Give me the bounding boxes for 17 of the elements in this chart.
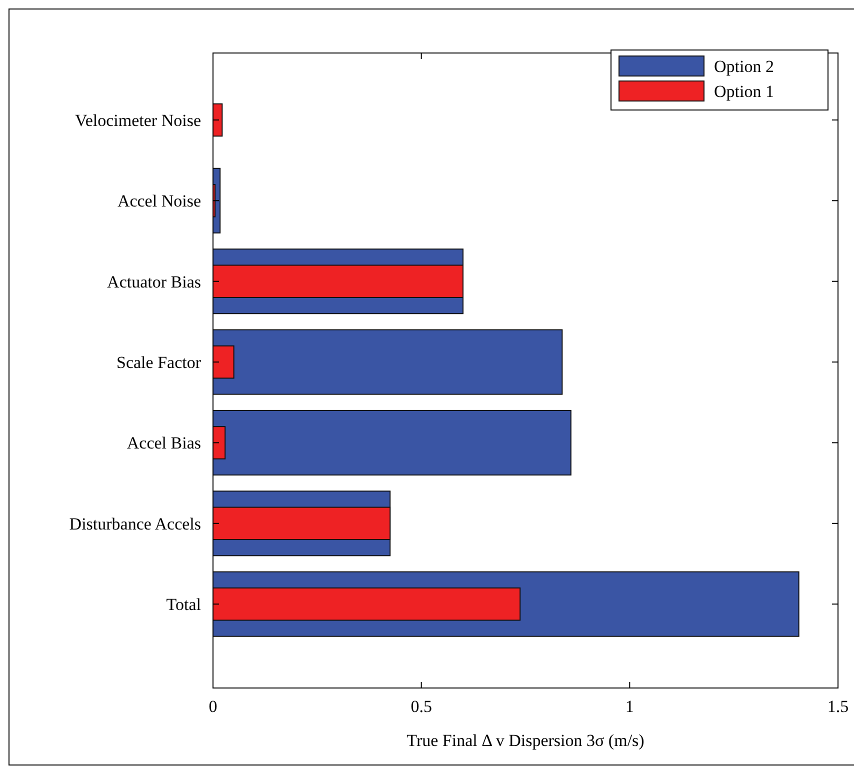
- legend-label: Option 2: [714, 57, 774, 76]
- bar: [212, 103, 223, 137]
- y-tick-label: Actuator Bias: [107, 272, 201, 292]
- bar: [212, 410, 572, 476]
- y-tick-label: Total: [166, 595, 202, 614]
- legend-label: Option 1: [714, 82, 774, 101]
- bar: [212, 329, 563, 395]
- x-axis-title: True Final Δ v Dispersion 3σ (m/s): [406, 731, 644, 750]
- y-tick-label: Velocimeter Noise: [74, 110, 201, 130]
- y-tick-label: Disturbance Accels: [69, 514, 201, 534]
- y-tick-label: Scale Factor: [116, 353, 202, 372]
- x-tick-label: 0.5: [410, 697, 432, 716]
- x-tick-label: 1: [625, 697, 634, 716]
- y-tick-label: Accel Bias: [126, 434, 201, 453]
- x-tick-label: 0: [208, 697, 218, 716]
- y-tick-label: Accel Noise: [117, 192, 201, 211]
- x-tick-label: 1.5: [827, 697, 849, 716]
